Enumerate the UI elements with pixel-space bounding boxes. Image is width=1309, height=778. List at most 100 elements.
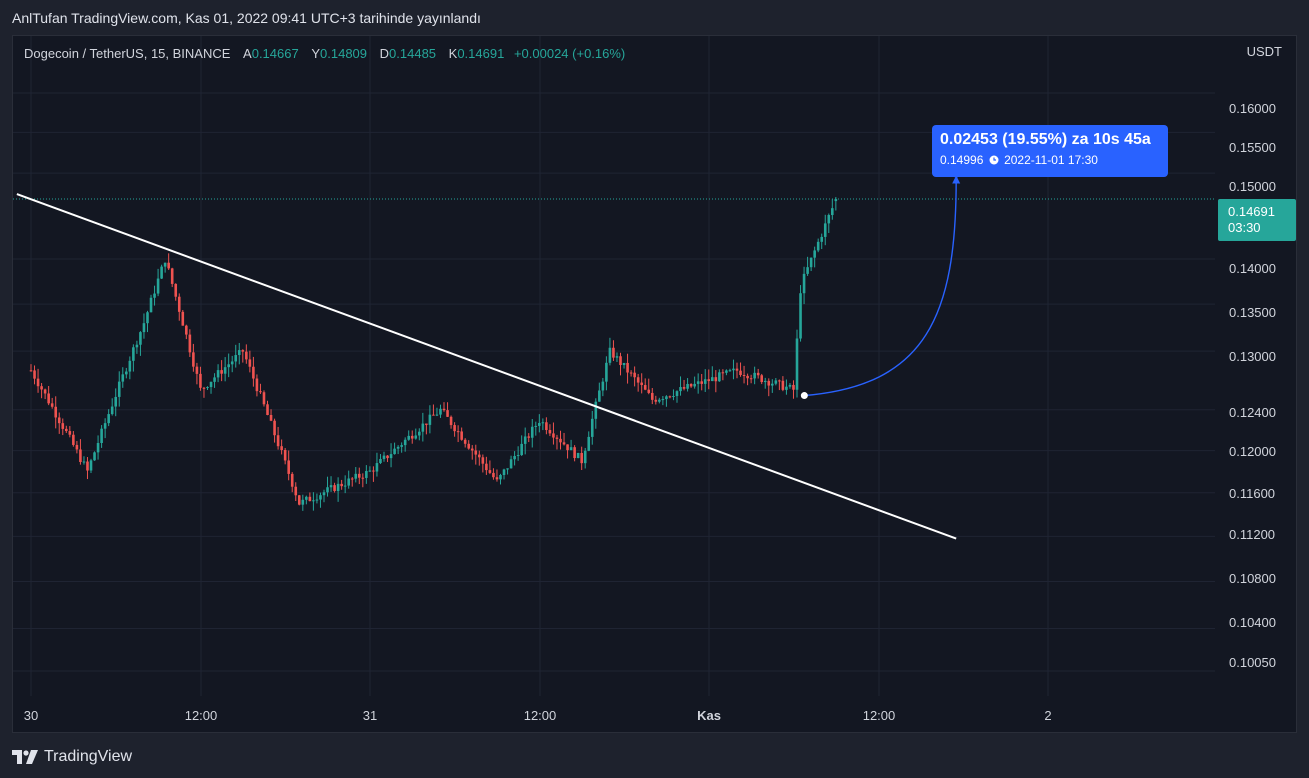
candle-up <box>146 312 149 324</box>
candle-down <box>619 356 622 366</box>
candle-down <box>262 392 266 405</box>
candle-down <box>721 372 725 374</box>
last-price-marker: 0.14691 03:30 <box>1218 199 1296 241</box>
tradingview-footer[interactable]: TradingView <box>12 746 132 768</box>
candle-up <box>615 356 619 358</box>
candlestick-chart[interactable] <box>13 36 1215 696</box>
candle-down <box>612 347 615 358</box>
candle-down <box>36 378 40 387</box>
candle-up <box>710 377 714 382</box>
candle-down <box>181 311 185 326</box>
candle-up <box>343 485 347 487</box>
candle-down <box>386 455 389 459</box>
candle-up <box>820 236 824 242</box>
candle-up <box>393 448 396 455</box>
candle-up <box>400 445 403 447</box>
candle-up <box>813 250 816 258</box>
candle-up <box>693 383 696 387</box>
candle-up <box>389 454 393 459</box>
candle-up <box>753 372 756 379</box>
candle-down <box>463 439 467 444</box>
candle-up <box>725 370 728 373</box>
candle-down <box>280 446 283 451</box>
candle-down <box>580 452 583 464</box>
candle-down <box>269 414 273 421</box>
candle-up <box>827 215 831 224</box>
candle-up <box>315 499 319 501</box>
candle-up <box>153 293 156 298</box>
candle-down <box>548 430 552 434</box>
candle-down <box>410 435 414 439</box>
price-axis-label: 0.11200 <box>1229 527 1276 542</box>
candle-down <box>668 396 672 398</box>
candle-up <box>326 487 329 493</box>
candle-down <box>86 461 89 471</box>
candle-up <box>809 257 813 268</box>
candle-down <box>333 485 336 492</box>
candle-up <box>93 452 96 461</box>
price-axis-unit[interactable]: USDT <box>1246 44 1282 59</box>
candle-down <box>636 377 640 383</box>
candle-up <box>665 396 668 400</box>
candle-down <box>647 389 651 393</box>
candle-up <box>117 381 121 397</box>
time-axis-label: 12:00 <box>862 708 896 723</box>
price-axis[interactable]: USDT 0.16000 0.15500 0.15000 0.14000 0.1… <box>1215 36 1298 734</box>
candle-down <box>555 437 559 439</box>
candle-down <box>220 370 223 374</box>
candle-down <box>559 438 562 443</box>
price-axis-label: 0.10400 <box>1229 615 1276 630</box>
time-axis-label: 12:00 <box>523 708 557 723</box>
candle-up <box>354 473 358 479</box>
candle-down <box>273 420 276 436</box>
candle-up <box>763 380 767 383</box>
candle-up <box>107 414 110 424</box>
candle-up <box>703 379 707 384</box>
candle-up <box>396 446 400 449</box>
candle-down <box>626 362 629 373</box>
candle-down <box>467 443 471 449</box>
candle-up <box>142 323 146 333</box>
candle-down <box>54 406 58 418</box>
low-value: 0.14485 <box>389 46 437 61</box>
candle-up <box>523 436 527 444</box>
candle-down <box>33 370 36 379</box>
candle-down <box>174 283 178 297</box>
candle-up <box>227 364 230 368</box>
time-axis[interactable]: 30 12:00 31 12:00 Kas 12:00 2 <box>13 696 1215 734</box>
candle-up <box>541 422 545 424</box>
candle-up <box>96 443 100 453</box>
chart-panel[interactable]: Dogecoin / TetherUS, 15, BINANCE A0.1466… <box>12 35 1297 733</box>
candle-up <box>403 439 407 446</box>
time-axis-label: 12:00 <box>184 708 218 723</box>
candle-down <box>185 325 188 335</box>
tradingview-brand: TradingView <box>44 748 133 765</box>
candle-up <box>347 478 350 486</box>
candle-up <box>379 458 382 464</box>
price-axis-label: 0.15500 <box>1229 140 1276 155</box>
candle-up <box>312 500 315 502</box>
candle-down <box>425 423 428 425</box>
candle-down <box>259 391 262 393</box>
measure-tooltip[interactable]: 0.02453 (19.55%) za 10s 45a 0.14996 2022… <box>932 125 1168 177</box>
candle-down <box>372 470 375 472</box>
plot-area[interactable]: Dogecoin / TetherUS, 15, BINANCE A0.1466… <box>13 36 1215 696</box>
candle-down <box>283 450 287 461</box>
candle-up <box>135 344 139 348</box>
candle-down <box>640 382 643 386</box>
candle-up <box>114 396 118 407</box>
candle-up <box>802 273 806 294</box>
candle-down <box>61 423 65 429</box>
measure-target-time: 2022-11-01 17:30 <box>1004 153 1098 167</box>
candle-up <box>679 387 682 392</box>
candle-down <box>545 422 548 431</box>
candle-up <box>149 297 153 313</box>
candle-down <box>266 404 269 415</box>
candle-up <box>513 456 516 460</box>
low-key: D <box>379 46 390 61</box>
candle-up <box>605 362 608 382</box>
candle-up <box>622 362 626 366</box>
measure-headline: 0.02453 (19.55%) za 10s 45a <box>940 131 1151 148</box>
symbol-name[interactable]: Dogecoin / TetherUS, 15, BINANCE <box>24 46 231 61</box>
candle-down <box>749 378 753 380</box>
